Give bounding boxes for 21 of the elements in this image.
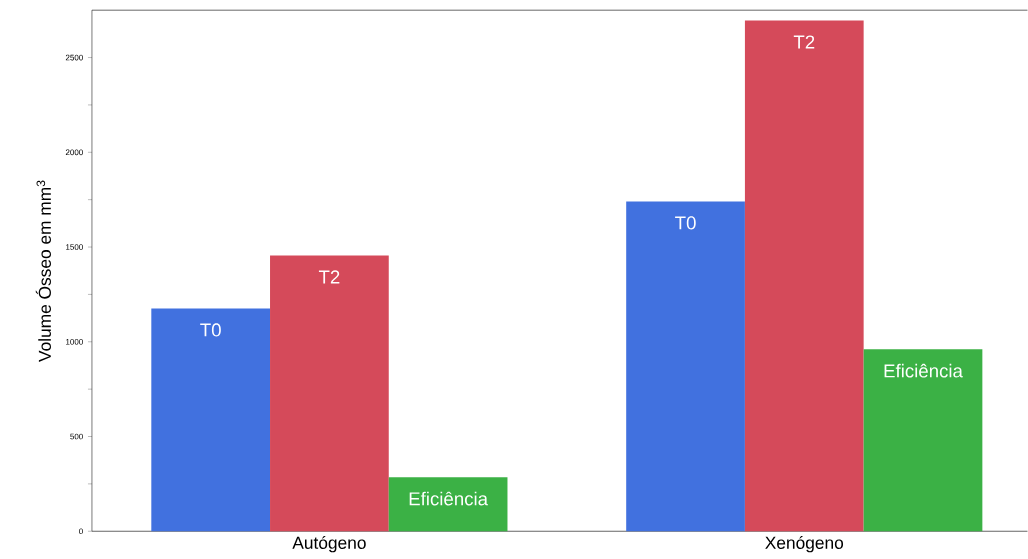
bar [270,255,389,532]
text: T0 [200,323,221,337]
bar [626,201,745,532]
x-tick-label: Autógeno [292,536,366,553]
series-label: T0 [675,216,696,230]
series-label: T2 [793,35,815,49]
bar [151,308,271,532]
y-tick-label: 2500 [65,54,83,61]
bar [744,20,864,532]
series-label: Eficiência [409,491,489,506]
text: Eficiência [884,363,963,378]
y-tick-label: 1000 [66,339,83,345]
y-tick-label: 500 [70,433,83,440]
y-tick-label: 0 [79,528,83,535]
x-tick-label: Xenógeno [765,536,844,553]
text: T2 [318,270,340,284]
y-tick-label: 2000 [65,149,83,156]
y-axis-title: Volume Ósseo em mm$^{3}$ [35,180,51,363]
bar [863,349,983,532]
bar [388,477,508,532]
y-tick-label: 1500 [66,244,83,251]
